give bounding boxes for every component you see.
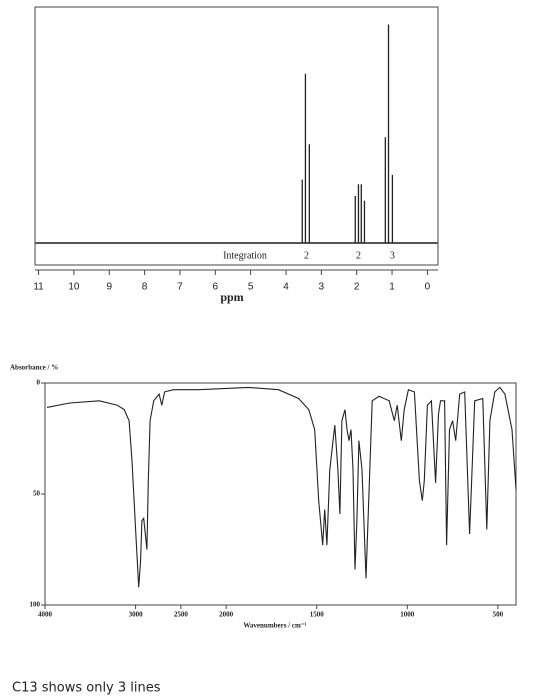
x-tick-label: 2 [354,282,360,293]
x-tick-label: 2000 [219,611,234,619]
integral-value: 2 [356,250,361,261]
x-tick-label: 4000 [38,611,53,619]
y-tick-label: 50 [33,490,41,498]
x-tick-label: 6 [213,282,219,293]
x-tick-label: 7 [177,282,183,293]
integration-label: Integration [223,250,267,261]
y-tick-label: 0 [37,379,41,387]
x-tick-label: 2500 [174,611,189,619]
integral-value: 2 [304,250,309,261]
caption: C13 shows only 3 lines [12,681,161,696]
ir-y-label: Absorbance / % [10,364,58,372]
nmr-x-label: ppm [220,290,243,304]
x-tick-label: 4 [283,282,289,293]
x-tick-label: 3000 [129,611,144,619]
x-tick-label: 0 [425,282,431,293]
integral-value: 3 [390,250,395,261]
x-tick-label: 8 [142,282,148,293]
ir-x-label: Wavenumbers / cm⁻¹ [243,622,306,630]
y-tick-label: 100 [30,601,41,609]
x-tick-label: 10 [68,282,80,293]
x-tick-label: 1 [389,282,395,293]
x-tick-label: 5 [248,282,254,293]
ir-spectrum [46,386,517,588]
x-tick-label: 1000 [400,611,415,619]
nmr-frame [34,6,439,266]
x-tick-label: 500 [493,611,504,619]
x-tick-label: 3 [319,282,325,293]
x-tick-label: 1500 [310,611,325,619]
x-tick-label: 9 [106,282,112,293]
x-tick-label: 11 [33,282,44,293]
